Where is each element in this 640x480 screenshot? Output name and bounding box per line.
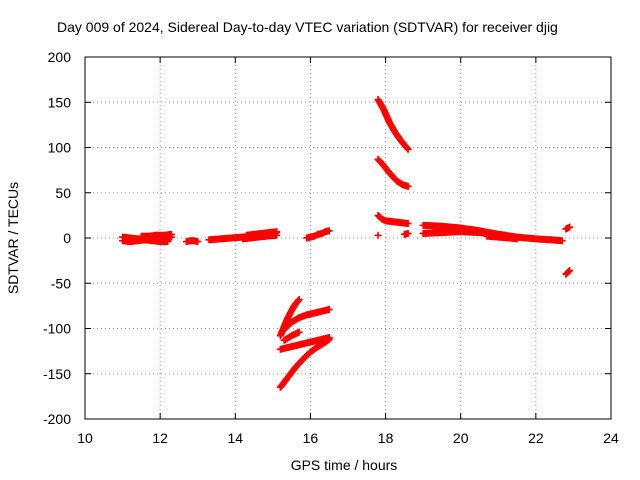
data-point <box>566 223 574 231</box>
data-point <box>438 228 463 237</box>
x-axis-title: GPS time / hours <box>291 457 398 473</box>
data-point <box>404 220 412 228</box>
data-point <box>457 228 482 237</box>
data-arc <box>483 232 521 243</box>
data-arc <box>374 231 382 239</box>
data-arc <box>280 328 303 344</box>
x-tick-label: 24 <box>603 430 619 446</box>
y-tick-label: -100 <box>43 321 71 337</box>
data-arc <box>243 228 281 239</box>
data-point <box>325 227 333 235</box>
data-point <box>194 238 202 246</box>
data-point <box>385 118 398 135</box>
data-arc <box>280 305 333 333</box>
data-point <box>404 145 412 153</box>
data-point <box>164 238 172 246</box>
data-point <box>137 232 152 240</box>
data-point <box>295 328 303 336</box>
data-point <box>325 305 333 313</box>
data-point <box>513 235 521 243</box>
x-tick-label: 22 <box>528 430 544 446</box>
x-tick-label: 10 <box>77 430 93 446</box>
data-point <box>284 364 299 381</box>
data-arc <box>276 334 333 353</box>
x-tick-label: 18 <box>378 430 394 446</box>
data-point <box>558 237 566 245</box>
y-tick-label: -150 <box>43 366 71 382</box>
data-point <box>380 105 393 125</box>
data-arc <box>562 267 574 278</box>
x-tick-label: 16 <box>303 430 319 446</box>
y-axis-ticks: -200 -150 -100 -50 0 50 100 150 200 <box>43 49 611 427</box>
data-point <box>374 211 385 222</box>
data-points <box>119 96 574 391</box>
data-arc <box>276 335 333 391</box>
y-axis-title: SDTVAR / TECUs <box>5 182 21 294</box>
y-tick-label: 50 <box>55 185 71 201</box>
x-tick-label: 14 <box>227 430 243 446</box>
data-arc <box>303 227 333 242</box>
data-point <box>325 335 333 343</box>
y-tick-label: 0 <box>63 230 71 246</box>
data-point <box>404 229 412 237</box>
y-tick-label: -50 <box>51 275 71 291</box>
y-tick-label: -200 <box>43 411 71 427</box>
data-arc <box>562 223 574 233</box>
y-tick-label: 200 <box>48 49 72 65</box>
x-tick-label: 12 <box>152 430 168 446</box>
data-arc <box>182 237 202 246</box>
y-tick-label: 150 <box>48 94 72 110</box>
data-point <box>374 231 382 239</box>
chart-title: Day 009 of 2024, Sidereal Day-to-day VTE… <box>57 19 558 35</box>
data-arc <box>374 155 412 190</box>
data-point <box>167 230 175 238</box>
y-tick-label: 100 <box>48 140 72 156</box>
data-point <box>291 356 306 371</box>
x-axis-ticks: 10 12 14 16 18 20 22 24 <box>77 57 619 446</box>
data-arc <box>374 96 412 153</box>
x-tick-label: 20 <box>453 430 469 446</box>
data-point <box>566 267 574 275</box>
data-point <box>273 228 281 236</box>
data-point <box>295 296 303 304</box>
data-point <box>404 182 412 190</box>
data-arc <box>374 211 412 228</box>
data-arc <box>400 229 412 238</box>
data-point <box>389 218 403 226</box>
data-arc <box>137 230 175 240</box>
